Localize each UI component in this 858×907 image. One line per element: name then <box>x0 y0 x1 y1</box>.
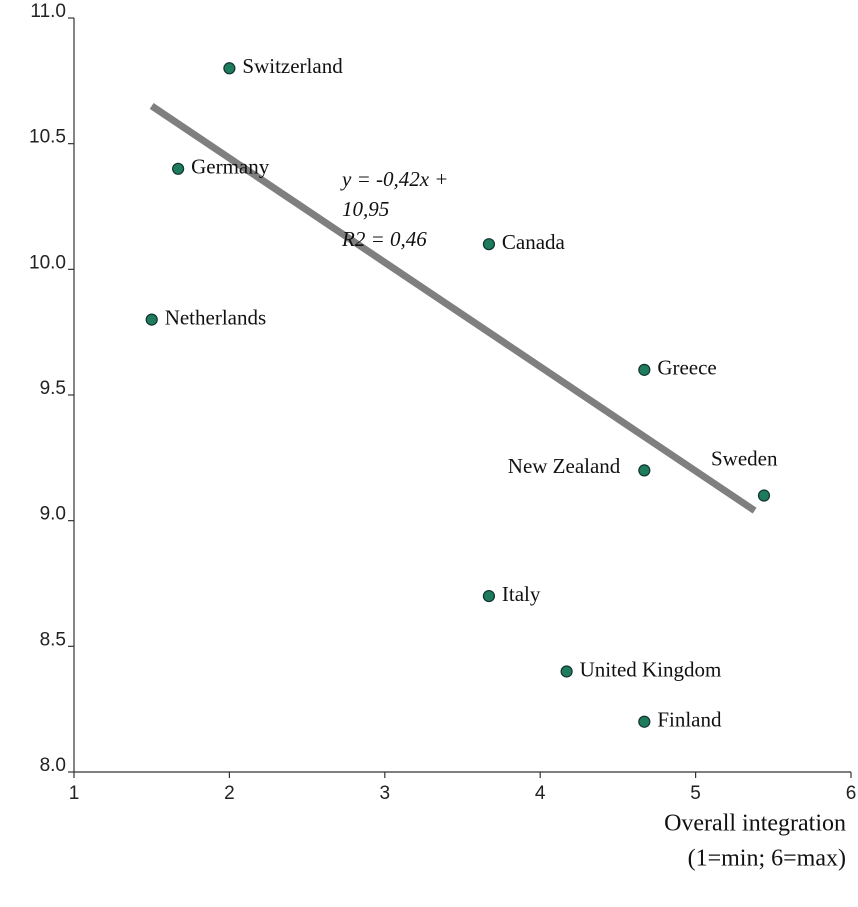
x-tick-label: 4 <box>535 783 546 804</box>
point-label: Sweden <box>711 446 778 470</box>
x-tick-label: 1 <box>69 783 80 804</box>
x-tick-label: 2 <box>224 783 235 804</box>
y-tick-label: 10.0 <box>29 252 66 273</box>
x-tick-label: 6 <box>846 783 857 804</box>
trend-annotation: R2 = 0,46 <box>341 227 427 251</box>
x-axis-note: (1=min; 6=max) <box>688 846 846 872</box>
point-label: Germany <box>191 155 270 179</box>
point <box>145 313 158 326</box>
y-tick-label: 9.0 <box>40 504 66 525</box>
point <box>638 363 651 376</box>
trend-annotation: 10,95 <box>342 197 389 221</box>
trend-annotation: y = -0,42x + <box>340 167 448 191</box>
x-tick-label: 5 <box>690 783 701 804</box>
x-axis-label: Overall integration <box>664 811 846 837</box>
point-label: Greece <box>657 356 716 380</box>
y-tick-label: 9.5 <box>40 378 66 399</box>
point <box>223 62 236 75</box>
point <box>638 715 651 728</box>
point <box>560 665 573 678</box>
point <box>172 162 185 175</box>
y-tick-label: 8.5 <box>40 629 66 650</box>
y-tick-label: 11.0 <box>30 1 66 22</box>
x-tick-label: 3 <box>380 783 391 804</box>
point-label: United Kingdom <box>580 657 722 681</box>
point <box>482 238 496 251</box>
y-tick-label: 10.5 <box>29 127 66 148</box>
point-label: Canada <box>502 230 566 254</box>
trend-line <box>149 103 757 514</box>
point-label: Netherlands <box>165 305 266 329</box>
point <box>482 589 496 603</box>
y-tick-label: 8.0 <box>40 755 66 776</box>
point-label: Finland <box>657 708 722 732</box>
point <box>757 489 771 502</box>
point-label: Italy <box>502 582 541 606</box>
point <box>638 464 651 477</box>
point-label: New Zealand <box>508 454 621 478</box>
point-label: Switzerland <box>242 54 343 78</box>
